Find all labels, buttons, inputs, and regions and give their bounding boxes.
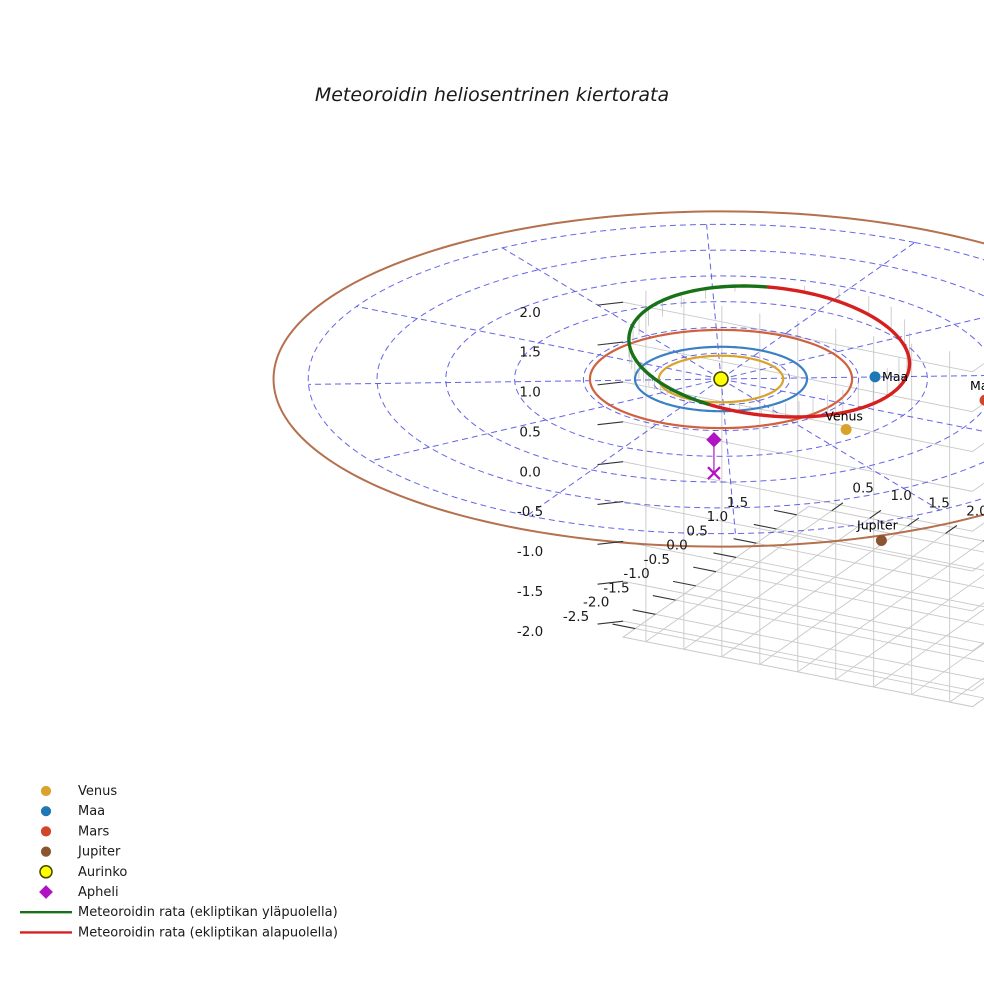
mars-label: Mars bbox=[970, 378, 984, 393]
x-tick-label: 1.5 bbox=[727, 495, 748, 511]
meteoroid-orbit-above bbox=[687, 395, 710, 406]
y-tick-label: 2.0 bbox=[966, 503, 984, 519]
apheli-projection-x-marker bbox=[707, 466, 721, 480]
legend-item-label: Meteoroidin rata (ekliptikan yläpuolella… bbox=[78, 905, 338, 920]
x-tick-label: -2.0 bbox=[583, 595, 609, 611]
z-tick-label: -1.0 bbox=[517, 544, 543, 560]
legend-item-label: Venus bbox=[78, 784, 117, 799]
z-tick-label: -0.5 bbox=[517, 504, 543, 520]
y-tick-label: 1.0 bbox=[890, 488, 911, 504]
x-tick-label: 1.0 bbox=[707, 509, 728, 525]
meteoroid-orbit-above bbox=[627, 284, 771, 400]
legend: Venus Maa Mars Jupiter Aurinko Apheli Meteoroi… bbox=[20, 784, 338, 940]
x-tick-label: -2.5 bbox=[563, 609, 589, 625]
legend-circle-marker-icon bbox=[40, 785, 52, 797]
legend-item-label: Maa bbox=[78, 804, 105, 819]
maa-marker bbox=[869, 371, 881, 383]
orbit-maa bbox=[633, 345, 809, 413]
legend-circle-marker-icon bbox=[40, 826, 52, 837]
legend-item-label: Mars bbox=[78, 824, 110, 839]
chart-title: Meteoroidin heliosentrinen kiertorata bbox=[315, 84, 669, 106]
bottom-pane-grid bbox=[621, 505, 984, 708]
x-tick-label: -0.5 bbox=[644, 552, 670, 568]
z-tick-label: -2.0 bbox=[517, 624, 543, 640]
y-tick-label: 0.5 bbox=[852, 481, 873, 497]
venus-marker bbox=[840, 423, 852, 435]
meteoroid-orbit-below bbox=[706, 285, 912, 419]
left-pane-grid bbox=[623, 290, 973, 703]
z-tick-label: 0.0 bbox=[519, 464, 540, 480]
axis-ticks: -2.5-2.0-1.5-1.0-0.50.00.51.01.50.5 1.0 1.… bbox=[517, 301, 984, 640]
x-tick-label: -1.5 bbox=[603, 580, 629, 596]
z-tick-label: 1.0 bbox=[519, 385, 540, 401]
apheli-diamond-marker bbox=[706, 431, 722, 448]
x-tick-label: 0.0 bbox=[666, 538, 687, 554]
orbit-jupiter bbox=[272, 210, 984, 548]
z-tick-label: 1.5 bbox=[519, 345, 540, 361]
legend-item-label: Meteoroidin rata (ekliptikan alapuolella… bbox=[78, 925, 338, 940]
legend-circle-marker-icon bbox=[40, 846, 52, 857]
body-markers: Venus Maa Mars Jupiter bbox=[706, 369, 984, 546]
x-tick-label: 0.5 bbox=[686, 523, 707, 539]
legend-circle-marker-icon bbox=[40, 806, 52, 817]
legend-item-label: Aurinko bbox=[78, 865, 127, 880]
legend-item-label: Jupiter bbox=[77, 845, 121, 860]
legend-diamond-marker-icon bbox=[39, 885, 53, 899]
y-tick-label: 1.5 bbox=[928, 496, 949, 512]
z-tick-label: 2.0 bbox=[519, 305, 540, 321]
x-tick-label: -1.0 bbox=[623, 566, 649, 582]
mars-marker bbox=[979, 394, 984, 406]
jupiter-label: Jupiter bbox=[856, 517, 899, 532]
orbit-mars bbox=[588, 328, 854, 430]
legend-item-label: Apheli bbox=[78, 885, 119, 900]
ecliptic-grid bbox=[307, 223, 984, 535]
z-tick-label: 0.5 bbox=[519, 424, 540, 440]
z-tick-label: -1.5 bbox=[517, 584, 543, 600]
jupiter-marker bbox=[875, 534, 887, 546]
venus-label: Venus bbox=[825, 408, 863, 423]
maa-label: Maa bbox=[882, 369, 908, 384]
sun-marker bbox=[713, 371, 729, 387]
legend-sun-marker-icon bbox=[39, 865, 53, 879]
